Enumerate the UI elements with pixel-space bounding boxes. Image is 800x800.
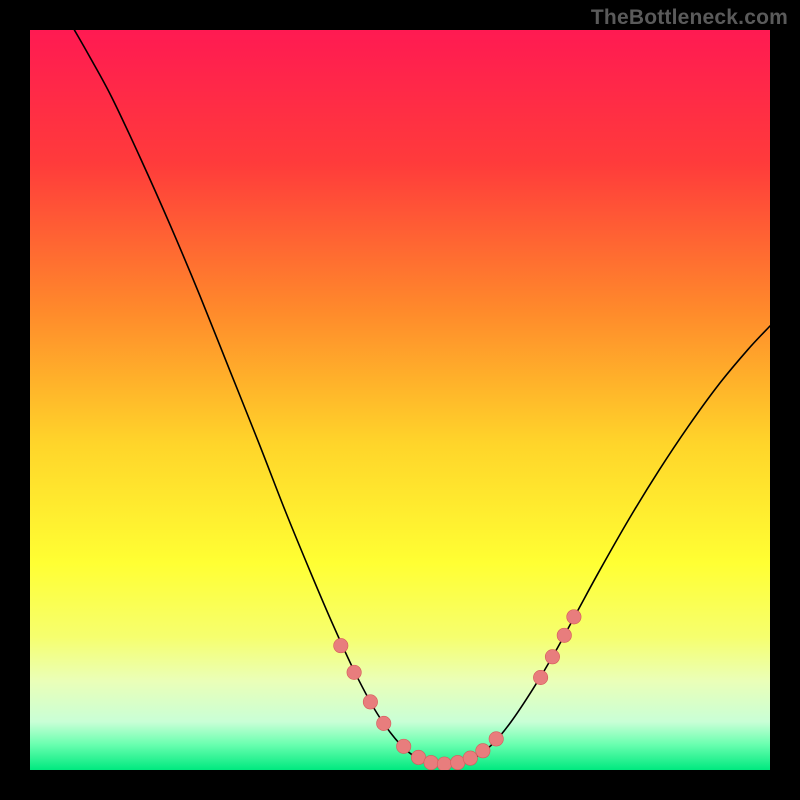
marker-dot (451, 755, 465, 769)
marker-dot (545, 650, 559, 664)
chart-frame: TheBottleneck.com (0, 0, 800, 800)
bottleneck-curve-chart (30, 30, 770, 770)
marker-dot (424, 755, 438, 769)
marker-dot (557, 628, 571, 642)
watermark-text: TheBottleneck.com (591, 6, 788, 30)
marker-dot (489, 732, 503, 746)
marker-dot (334, 638, 348, 652)
marker-dot (533, 670, 547, 684)
marker-dot (463, 751, 477, 765)
marker-dot (363, 695, 377, 709)
chart-background (30, 30, 770, 770)
marker-dot (567, 610, 581, 624)
marker-dot (397, 739, 411, 753)
marker-dot (411, 750, 425, 764)
marker-dot (476, 744, 490, 758)
marker-dot (347, 665, 361, 679)
marker-dot (437, 757, 451, 770)
plot-area (30, 30, 770, 770)
marker-dot (377, 716, 391, 730)
